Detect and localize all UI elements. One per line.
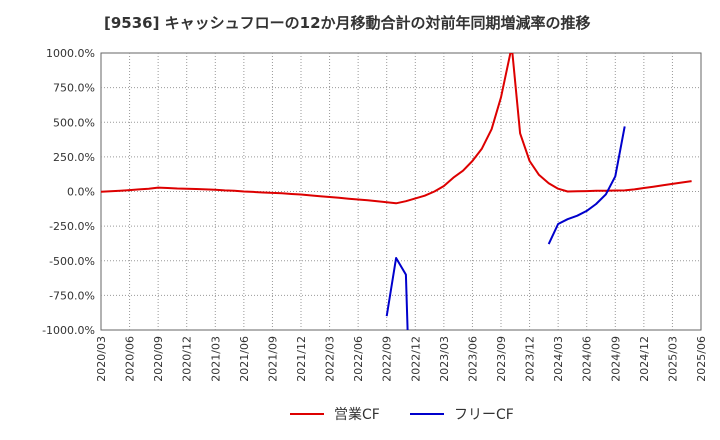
x-tick-label: 2021/12 [295, 336, 308, 382]
x-tick-label: 2021/09 [266, 336, 279, 382]
x-tick-label: 2022/09 [381, 336, 394, 382]
legend-swatch-operating-cf [290, 413, 324, 415]
chart-title: [9536] キャッシュフローの12か月移動合計の対前年同期増減率の推移 [104, 14, 591, 32]
series-line-1-0 [385, 257, 409, 330]
legend-label-operating-cf: 営業CF [334, 407, 380, 423]
x-tick-label: 2023/12 [524, 336, 537, 382]
x-tick-label: 2024/03 [552, 336, 565, 382]
x-tick-label: 2020/12 [181, 336, 194, 382]
x-tick-label: 2023/06 [466, 336, 479, 382]
x-tick-label: 2022/12 [409, 336, 422, 382]
x-tick-label: 2024/06 [581, 336, 594, 382]
x-tick-label: 2022/03 [324, 336, 337, 382]
y-tick-label: 0.0% [67, 186, 95, 199]
x-tick-label: 2020/09 [152, 336, 165, 382]
x-tick-label: 2020/03 [95, 336, 108, 382]
x-tick-label: 2021/06 [238, 336, 251, 382]
series-line-1-1 [547, 126, 626, 245]
x-tick-label: 2024/12 [638, 336, 651, 382]
x-tick-label: 2025/06 [695, 336, 708, 382]
legend-swatch-free-cf [410, 413, 444, 415]
y-tick-label: 250.0% [53, 151, 95, 164]
legend-label-free-cf: フリーCF [454, 407, 514, 423]
x-tick-label: 2022/06 [352, 336, 365, 382]
y-tick-label: -750.0% [49, 289, 95, 302]
y-tick-label: -500.0% [49, 255, 95, 268]
x-tick-label: 2020/06 [124, 336, 137, 382]
x-tick-label: 2023/09 [495, 336, 508, 382]
legend-item-operating-cf: 営業CF [290, 404, 380, 424]
x-tick-label: 2021/03 [209, 336, 222, 382]
x-tick-label: 2024/09 [609, 336, 622, 382]
series-line-0-0 [101, 53, 692, 205]
y-tick-label: 500.0% [53, 116, 95, 129]
y-tick-label: -250.0% [49, 220, 95, 233]
x-tick-label: 2023/03 [438, 336, 451, 382]
legend-item-free-cf: フリーCF [410, 404, 514, 424]
y-tick-label: -1000.0% [42, 324, 95, 337]
x-tick-label: 2025/03 [666, 336, 679, 382]
y-tick-label: 1000.0% [46, 47, 95, 60]
y-tick-label: 750.0% [53, 82, 95, 95]
